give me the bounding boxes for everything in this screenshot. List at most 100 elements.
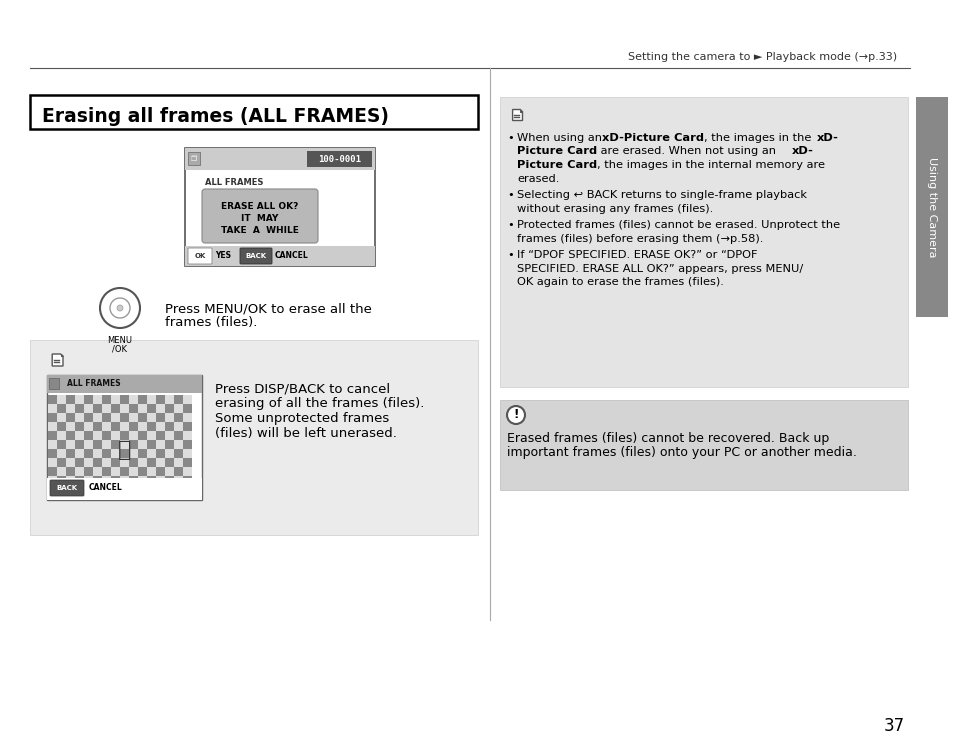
Bar [66,431,75,440]
Text: CANCEL: CANCEL [274,251,309,260]
Text: •: • [506,250,514,260]
Bar [499,97,907,387]
Bar [147,458,156,467]
Text: xD-: xD- [791,146,813,156]
Circle shape [110,298,130,318]
Bar [57,476,66,485]
Bar [156,395,165,404]
Text: (files) will be left unerased.: (files) will be left unerased. [214,427,396,440]
Bar [147,422,156,431]
Bar [84,458,92,467]
Bar [92,449,102,458]
Bar [92,413,102,422]
Bar [183,413,192,422]
Bar [75,422,84,431]
Bar [183,458,192,467]
Bar [111,458,120,467]
Text: OK again to erase the frames (files).: OK again to erase the frames (files). [517,277,723,287]
Bar [57,449,66,458]
Bar [138,458,147,467]
Bar [48,449,57,458]
Bar [111,467,120,476]
Bar [138,422,147,431]
Bar [111,395,120,404]
Text: frames (files) before erasing them (→p.58).: frames (files) before erasing them (→p.5… [517,233,762,244]
Bar [156,440,165,449]
Text: xD-Picture Card: xD-Picture Card [601,133,703,143]
Text: BACK: BACK [245,253,266,259]
Bar [183,422,192,431]
Bar [66,449,75,458]
Bar [111,440,120,449]
Bar [57,413,66,422]
Bar [57,467,66,476]
Bar [102,395,111,404]
Bar [129,395,138,404]
Polygon shape [519,109,522,112]
Bar [173,458,183,467]
Text: •: • [506,220,514,230]
Text: erasing of all the frames (files).: erasing of all the frames (files). [214,397,424,410]
Bar [129,458,138,467]
Bar [102,458,111,467]
Bar [30,95,477,129]
Text: ⌛: ⌛ [117,440,132,460]
Text: Selecting ↩ BACK returns to single-frame playback: Selecting ↩ BACK returns to single-frame… [517,190,806,200]
Bar [165,440,173,449]
Text: 100-0001: 100-0001 [318,155,361,164]
Bar [147,431,156,440]
Bar [120,422,129,431]
Bar [156,422,165,431]
Bar [75,404,84,413]
Bar [75,395,84,404]
Bar [111,404,120,413]
Text: Erasing all frames (ALL FRAMES): Erasing all frames (ALL FRAMES) [42,107,389,127]
Bar [138,395,147,404]
Bar [48,476,57,485]
Bar [129,404,138,413]
Text: •: • [506,190,514,200]
Bar [129,440,138,449]
Bar [120,467,129,476]
Bar [129,476,138,485]
Bar [57,458,66,467]
Bar [129,467,138,476]
Text: Protected frames (files) cannot be erased. Unprotect the: Protected frames (files) cannot be erase… [517,220,840,230]
Bar [138,476,147,485]
Bar [120,431,129,440]
Polygon shape [512,109,522,121]
Bar [48,431,57,440]
Bar [47,375,202,500]
Text: frames (files).: frames (files). [165,316,257,329]
Bar [120,458,129,467]
Bar [138,404,147,413]
Bar [48,440,57,449]
Bar [102,404,111,413]
Bar [156,467,165,476]
Bar [147,476,156,485]
Bar [75,431,84,440]
Text: BACK: BACK [56,485,77,491]
Bar [156,431,165,440]
Text: ❐: ❐ [191,156,197,162]
Text: TAKE  A  WHILE: TAKE A WHILE [221,226,298,235]
Bar [129,413,138,422]
Bar [138,467,147,476]
Bar [66,458,75,467]
Bar [138,413,147,422]
Bar [57,422,66,431]
Text: important frames (files) onto your PC or another media.: important frames (files) onto your PC or… [506,446,856,459]
Bar [165,404,173,413]
Bar [120,395,129,404]
Bar [92,476,102,485]
Bar [138,449,147,458]
Bar [47,478,202,500]
Bar [66,476,75,485]
Bar [173,404,183,413]
Bar [92,440,102,449]
Bar [165,449,173,458]
Bar [66,404,75,413]
Bar [138,431,147,440]
Bar [30,340,477,535]
Bar [138,440,147,449]
